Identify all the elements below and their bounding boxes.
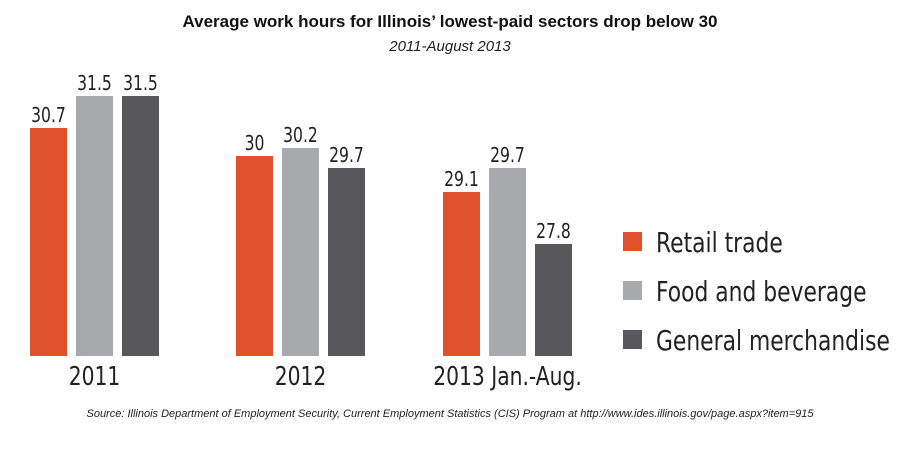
bar-food-and-beverage-2011 (76, 96, 113, 356)
bar-general-merchandise-2013-jan-aug (535, 244, 572, 356)
legend-swatch-retail-trade (623, 232, 642, 251)
data-label-food-and-beverage-2013-jan-aug: 29.7 (490, 144, 525, 167)
bar-general-merchandise-2012 (328, 168, 365, 356)
data-label-food-and-beverage-2012: 30.2 (283, 124, 318, 147)
chart-subtitle: 2011-August 2013 (389, 38, 511, 55)
source-note: Source: Illinois Department of Employmen… (86, 408, 814, 420)
chart-title: Average work hours for Illinois’ lowest-… (182, 12, 718, 31)
data-label-food-and-beverage-2011: 31.5 (77, 72, 112, 95)
legend-label-food-and-beverage: Food and beverage (656, 275, 867, 307)
data-label-retail-trade-2013-jan-aug: 29.1 (444, 168, 479, 191)
bar-general-merchandise-2011 (122, 96, 159, 356)
bar-food-and-beverage-2012 (282, 148, 319, 356)
x-tick-label-2013-jan-aug: 2013 Jan.-Aug. (433, 362, 582, 392)
legend-label-general-merchandise: General merchandise (656, 324, 890, 356)
legend-label-retail-trade: Retail trade (656, 226, 783, 258)
data-label-retail-trade-2012: 30 (245, 132, 265, 155)
legend-swatch-food-and-beverage (623, 281, 642, 300)
x-tick-label-2012: 2012 (275, 362, 327, 392)
bar-retail-trade-2012 (236, 156, 273, 356)
data-label-general-merchandise-2012: 29.7 (329, 144, 364, 167)
data-label-general-merchandise-2013-jan-aug: 27.8 (536, 220, 571, 243)
data-label-general-merchandise-2011: 31.5 (123, 72, 158, 95)
x-tick-label-2011: 2011 (69, 362, 121, 392)
legend-swatch-general-merchandise (623, 330, 642, 349)
data-label-retail-trade-2011: 30.7 (31, 104, 66, 127)
bar-retail-trade-2013-jan-aug (443, 192, 480, 356)
bar-food-and-beverage-2013-jan-aug (489, 168, 526, 356)
bar-retail-trade-2011 (30, 128, 67, 356)
